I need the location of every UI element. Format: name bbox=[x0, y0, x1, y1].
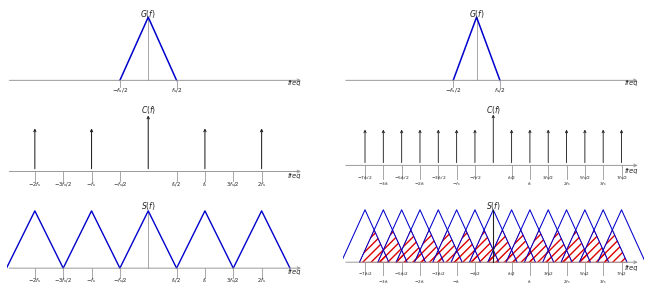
Text: $-f_s/2$: $-f_s/2$ bbox=[469, 174, 481, 182]
Text: freq: freq bbox=[625, 265, 638, 271]
Text: $5f_s/2$: $5f_s/2$ bbox=[579, 174, 591, 182]
Text: freq: freq bbox=[288, 269, 302, 275]
Text: $f_s/2$: $f_s/2$ bbox=[494, 87, 506, 95]
Text: freq: freq bbox=[288, 80, 302, 86]
Text: $f_s/2$: $f_s/2$ bbox=[507, 271, 516, 278]
Text: $f_s/2$: $f_s/2$ bbox=[171, 87, 182, 95]
Text: freq: freq bbox=[624, 80, 638, 86]
Text: $-2f_s$: $-2f_s$ bbox=[28, 276, 42, 285]
Text: $-f_s$: $-f_s$ bbox=[452, 181, 461, 188]
Text: $-3f_s$: $-3f_s$ bbox=[378, 181, 389, 188]
Text: $-7f_s/2$: $-7f_s/2$ bbox=[358, 271, 372, 278]
Text: $7f_s/2$: $7f_s/2$ bbox=[616, 174, 627, 182]
Text: $7f_s/2$: $7f_s/2$ bbox=[616, 271, 627, 278]
Text: $-f_s/2$: $-f_s/2$ bbox=[469, 271, 481, 278]
Text: $-2f_s$: $-2f_s$ bbox=[28, 180, 42, 189]
Text: $f_s$: $f_s$ bbox=[527, 278, 532, 286]
Text: $-3f_s$: $-3f_s$ bbox=[378, 278, 389, 286]
Text: $G(f)$: $G(f)$ bbox=[140, 8, 156, 20]
Text: $3f_s/2$: $3f_s/2$ bbox=[226, 180, 240, 189]
Text: freq: freq bbox=[288, 173, 302, 179]
Text: $-f_s/2$: $-f_s/2$ bbox=[112, 180, 127, 189]
Text: $3f_s/2$: $3f_s/2$ bbox=[543, 271, 554, 278]
Text: $-f_s$: $-f_s$ bbox=[452, 278, 461, 286]
Text: $-3f_s/2$: $-3f_s/2$ bbox=[54, 276, 72, 285]
Text: $2f_s$: $2f_s$ bbox=[563, 278, 570, 286]
Text: $-2f_s$: $-2f_s$ bbox=[414, 181, 426, 188]
Text: $-f_s/2$: $-f_s/2$ bbox=[112, 87, 128, 95]
Text: $2f_s$: $2f_s$ bbox=[563, 181, 571, 188]
Text: $f_s/2$: $f_s/2$ bbox=[172, 180, 182, 189]
Text: $-3f_s/2$: $-3f_s/2$ bbox=[431, 271, 446, 278]
Text: $f_s$: $f_s$ bbox=[202, 180, 208, 189]
Text: $-f_s$: $-f_s$ bbox=[86, 276, 97, 285]
Text: $f_s/2$: $f_s/2$ bbox=[507, 174, 516, 182]
Text: $C(f)$: $C(f)$ bbox=[140, 104, 156, 116]
Text: $C(f)$: $C(f)$ bbox=[486, 104, 501, 116]
Text: $-3f_s/2$: $-3f_s/2$ bbox=[54, 180, 72, 189]
Text: $-2f_s$: $-2f_s$ bbox=[415, 278, 426, 286]
Text: $S(f)$: $S(f)$ bbox=[486, 200, 500, 212]
Text: $f_s$: $f_s$ bbox=[527, 181, 532, 188]
Text: $-5f_s/2$: $-5f_s/2$ bbox=[394, 174, 410, 182]
Text: $-f_s/2$: $-f_s/2$ bbox=[445, 87, 462, 95]
Text: $-f_s$: $-f_s$ bbox=[86, 180, 97, 189]
Text: $3f_s$: $3f_s$ bbox=[599, 278, 607, 286]
Text: $3f_s/2$: $3f_s/2$ bbox=[542, 174, 554, 182]
Text: $-3f_s/2$: $-3f_s/2$ bbox=[430, 174, 446, 182]
Text: $3f_s$: $3f_s$ bbox=[599, 181, 607, 188]
Text: $f_s/2$: $f_s/2$ bbox=[172, 276, 182, 285]
Text: $3f_s/2$: $3f_s/2$ bbox=[226, 276, 240, 285]
Text: $S(f)$: $S(f)$ bbox=[141, 200, 155, 212]
Text: $G(f)$: $G(f)$ bbox=[469, 8, 484, 20]
Text: freq: freq bbox=[625, 168, 638, 174]
Text: $-7f_s/2$: $-7f_s/2$ bbox=[358, 174, 372, 182]
Text: $-f_s/2$: $-f_s/2$ bbox=[112, 276, 127, 285]
Text: $2f_s$: $2f_s$ bbox=[257, 180, 266, 189]
Text: $f_s$: $f_s$ bbox=[202, 276, 208, 285]
Text: $2f_s$: $2f_s$ bbox=[257, 276, 266, 285]
Text: $5f_s/2$: $5f_s/2$ bbox=[579, 271, 590, 278]
Text: $-5f_s/2$: $-5f_s/2$ bbox=[395, 271, 409, 278]
